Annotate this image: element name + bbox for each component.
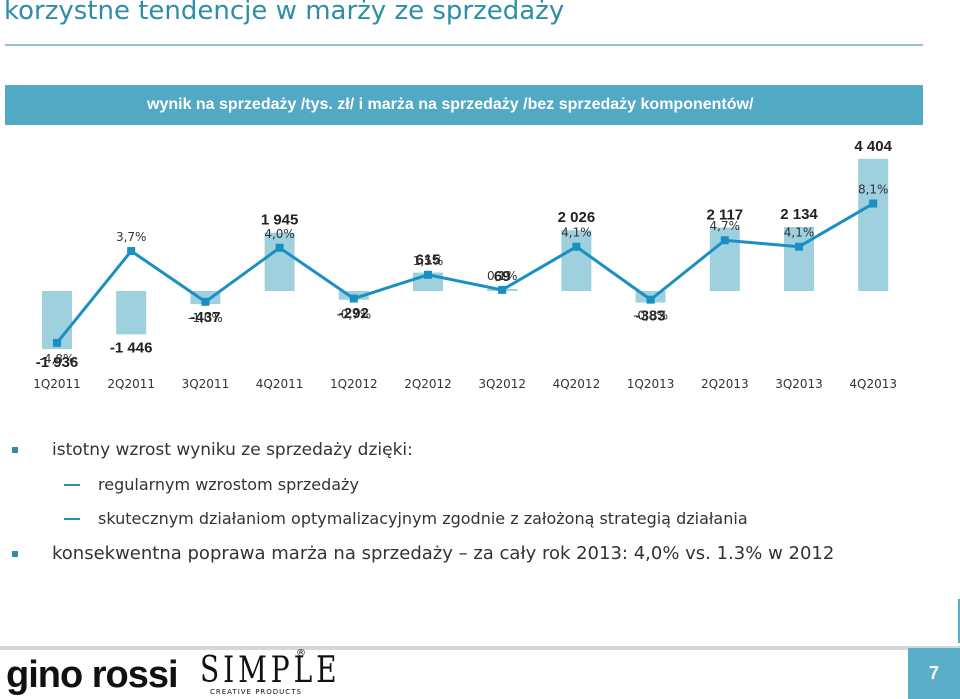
title-divider xyxy=(5,44,923,46)
margin-label: 8,1% xyxy=(858,183,889,197)
bullet-text: skutecznym działaniom optymalizacyjnym z… xyxy=(98,509,748,528)
margin-point-2Q2012 xyxy=(424,270,432,279)
bars-layer xyxy=(42,158,889,350)
simple-logo-subtitle: CREATIVE PRODUCTS xyxy=(210,688,302,696)
bar-3Q2011 xyxy=(190,291,221,305)
bar-3Q2013 xyxy=(784,226,814,291)
side-accent xyxy=(958,599,960,643)
margin-label: 4,0% xyxy=(264,227,295,241)
bar-value-label: 1 945 xyxy=(261,212,299,229)
footer: gino rossi SIMPLE ® CREATIVE PRODUCTS 7 xyxy=(0,646,960,699)
chart-title: wynik na sprzedaży /tys. zł/ i marża na … xyxy=(5,85,923,125)
margin-label: 3,7% xyxy=(116,230,147,244)
category-label: 4Q2011 xyxy=(256,377,304,391)
square-bullet-icon xyxy=(12,550,18,557)
margin-line xyxy=(55,202,874,344)
category-label: 1Q2011 xyxy=(33,377,81,391)
margin-label: -0,8% xyxy=(633,309,668,323)
bar-value-label: 2 026 xyxy=(558,209,596,226)
margin-point-2Q2011 xyxy=(127,247,136,256)
bar-value-label: -437 xyxy=(190,309,220,326)
bar-value-label: 615 xyxy=(415,252,440,269)
margin-point-4Q2013 xyxy=(869,199,878,208)
footer-divider xyxy=(0,646,960,650)
category-label: 1Q2013 xyxy=(627,377,675,391)
bullet-sub-1: regularnym wzrostom sprzedaży xyxy=(64,475,359,494)
bar-value-label: 2 117 xyxy=(706,206,743,223)
bar-value-label: 4 404 xyxy=(854,138,892,155)
margin-label: 4,1% xyxy=(561,226,592,240)
category-label: 2Q2012 xyxy=(404,377,452,391)
bar-4Q2011 xyxy=(264,232,295,291)
margin-point-1Q2011 xyxy=(53,338,61,347)
margin-point-2Q2013 xyxy=(720,236,729,245)
margin-point-4Q2011 xyxy=(275,243,284,252)
bar-value-label: -1 446 xyxy=(110,339,153,356)
margin-label: -1,0% xyxy=(188,311,223,325)
bar-4Q2013 xyxy=(858,158,889,291)
bullet-sub-2: skutecznym działaniom optymalizacyjnym z… xyxy=(64,509,748,528)
bar-value-label: -292 xyxy=(339,305,369,322)
bullet-main-2: konsekwentna poprawa marża na sprzedaży … xyxy=(12,543,834,564)
margin-label: 4,7% xyxy=(710,219,741,233)
bullet-main-1: istotny wzrost wyniku ze sprzedaży dzięk… xyxy=(12,440,413,460)
page-number: 7 xyxy=(908,648,960,699)
margin-label: -4,8% xyxy=(40,352,75,366)
margin-label: 1,5% xyxy=(413,254,444,268)
line-layer xyxy=(53,199,878,347)
margin-point-1Q2013 xyxy=(646,295,655,304)
simple-logo: SIMPLE xyxy=(200,650,341,691)
gino-rossi-logo: gino rossi xyxy=(6,654,179,696)
margin-point-1Q2012 xyxy=(349,294,358,303)
category-label: 3Q2011 xyxy=(182,377,230,391)
bullet-text: istotny wzrost wyniku ze sprzedaży dzięk… xyxy=(52,440,413,460)
margin-label: 4,1% xyxy=(784,226,815,240)
category-label: 3Q2012 xyxy=(478,377,526,391)
margin-point-3Q2013 xyxy=(795,242,803,251)
category-label: 4Q2013 xyxy=(849,377,897,391)
bar-value-label: -1 936 xyxy=(36,354,79,371)
margin-label: 0,1% xyxy=(487,269,518,283)
bar-value-label: -383 xyxy=(636,307,666,324)
square-bullet-icon xyxy=(12,447,18,453)
category-label: 4Q2012 xyxy=(553,377,601,391)
bullet-text: konsekwentna poprawa marża na sprzedaży … xyxy=(52,543,835,564)
slide-title: korzystne tendencje w marży ze sprzedaży xyxy=(4,0,565,26)
bar-value-label: 69 xyxy=(494,268,511,285)
bar-2Q2011 xyxy=(116,291,147,335)
bar-4Q2012 xyxy=(561,230,592,291)
category-label: 1Q2012 xyxy=(330,377,378,391)
category-label: 3Q2013 xyxy=(775,377,823,391)
margin-point-3Q2011 xyxy=(201,297,210,306)
dash-bullet-icon xyxy=(64,517,80,520)
registered-mark: ® xyxy=(296,648,306,659)
category-label: 2Q2013 xyxy=(701,377,749,391)
bullet-text: regularnym wzrostom sprzedaży xyxy=(98,475,359,494)
dash-bullet-icon xyxy=(64,483,80,486)
margin-point-3Q2012 xyxy=(498,285,507,294)
margin-label: -0,7% xyxy=(336,308,371,322)
margin-point-4Q2012 xyxy=(572,242,581,251)
bar-value-label: 2 134 xyxy=(780,206,818,223)
category-label: 2Q2011 xyxy=(107,377,155,391)
